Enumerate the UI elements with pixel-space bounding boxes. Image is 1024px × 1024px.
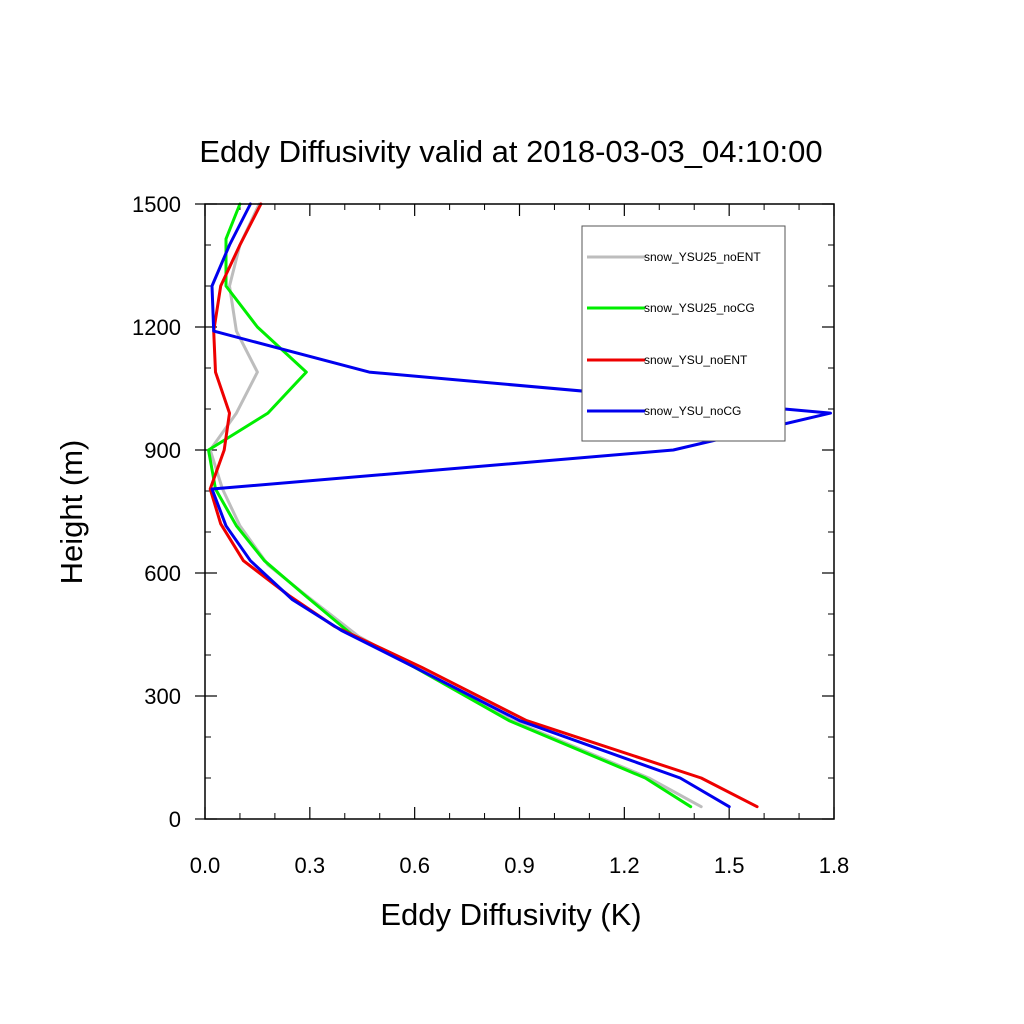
legend-box [581,225,786,442]
tick-labels: 0.0 0.3 0.6 0.9 1.2 1.5 1.8 0 300 600 900 1200 1500 [132,192,849,878]
x-tick-label: 1.2 [609,853,640,878]
series-line-snow_YSU_noENT [208,202,759,809]
plot-frame [204,203,835,820]
y-tick-label: 600 [144,561,181,586]
legend-label-snow_YSU_noCG: snow_YSU_noCG [644,404,741,418]
y-tick-label: 300 [144,684,181,709]
legend-label-snow_YSU_noENT: snow_YSU_noENT [644,353,748,367]
legend-label-snow_YSU25_noCG: snow_YSU25_noCG [644,301,755,315]
x-axis-label: Eddy Diffusivity (K) [380,897,641,932]
series-line-snow_YSU25_noCG [207,202,693,809]
series-lines [207,202,832,809]
x-tick-label: 0.9 [504,853,535,878]
y-tick-label: 1200 [132,315,181,340]
series-line-snow_YSU_noCG [210,202,832,809]
x-tick-label: 1.5 [714,853,745,878]
x-tick-label: 0.6 [399,853,430,878]
chart-title: Eddy Diffusivity valid at 2018-03-03_04:… [199,134,822,169]
legend-label-snow_YSU25_noENT: snow_YSU25_noENT [644,250,761,264]
y-tick-label: 1500 [132,192,181,217]
y-axis-label: Height (m) [54,440,89,585]
x-tick-label: 0.3 [295,853,326,878]
y-tick-label: 0 [169,807,181,832]
y-tick-label: 900 [144,438,181,463]
x-tick-label: 1.8 [819,853,850,878]
legend: snow_YSU25_noENT snow_YSU25_noCG snow_YSU_… [581,225,786,442]
x-tick-label: 0.0 [190,853,221,878]
